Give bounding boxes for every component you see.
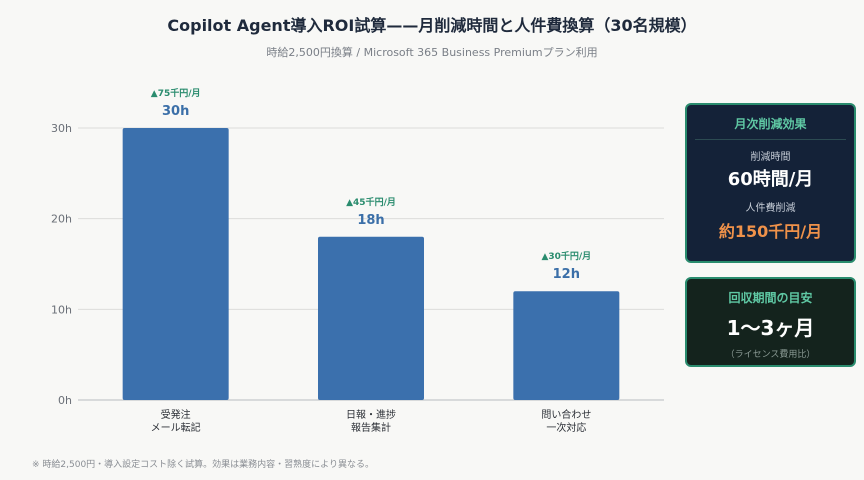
bar-cost-label: ▲45千円/月 — [346, 196, 396, 208]
reduced-time-label: 削減時間 — [750, 152, 791, 163]
x-tick-label: 問い合わせ — [541, 408, 591, 421]
y-tick-label: 20h — [51, 213, 72, 226]
x-tick-label: 日報・進捗 — [346, 408, 396, 421]
x-tick-label: 一次対応 — [546, 421, 586, 434]
bar-value-label: 18h — [357, 213, 384, 228]
monthly-effect-card: 月次削減効果 削減時間 60時間/月 人件費削減 約150千円/月 — [685, 103, 856, 263]
x-tick-label: 報告集計 — [351, 421, 391, 434]
payback-card-title: 回収期間の目安 — [728, 291, 813, 305]
labor-cost-label: 人件費削減 — [745, 203, 796, 214]
bar — [513, 291, 620, 400]
payback-card: 回収期間の目安 1〜3ヶ月 （ライセンス費用比） — [685, 277, 856, 367]
bar-value-label: 30h — [162, 104, 189, 119]
payback-value: 1〜3ヶ月 — [726, 316, 815, 340]
chart-title: Copilot Agent導入ROI試算——月削減時間と人件費換算（30名規模） — [167, 16, 697, 35]
x-tick-label: メール転記 — [151, 421, 201, 434]
bar-cost-label: ▲75千円/月 — [151, 87, 201, 99]
chart-subtitle: 時給2,500円換算 / Microsoft 365 Business Prem… — [266, 46, 598, 59]
y-tick-label: 30h — [51, 122, 72, 135]
bar — [122, 128, 229, 400]
y-tick-label: 0h — [58, 394, 72, 407]
bar — [318, 236, 424, 400]
bar-value-label: 12h — [553, 267, 580, 282]
labor-cost-value: 約150千円/月 — [718, 222, 823, 241]
effect-card-title: 月次削減効果 — [695, 105, 846, 140]
y-tick-label: 10h — [51, 303, 72, 316]
footnote: ※ 時給2,500円・導入設定コスト除く試算。効果は業務内容・習熟度により異なる… — [32, 460, 374, 470]
payback-note: （ライセンス費用比） — [725, 350, 816, 360]
bar-cost-label: ▲30千円/月 — [541, 250, 591, 262]
reduced-time-value: 60時間/月 — [727, 169, 814, 190]
x-tick-label: 受発注 — [161, 408, 191, 421]
